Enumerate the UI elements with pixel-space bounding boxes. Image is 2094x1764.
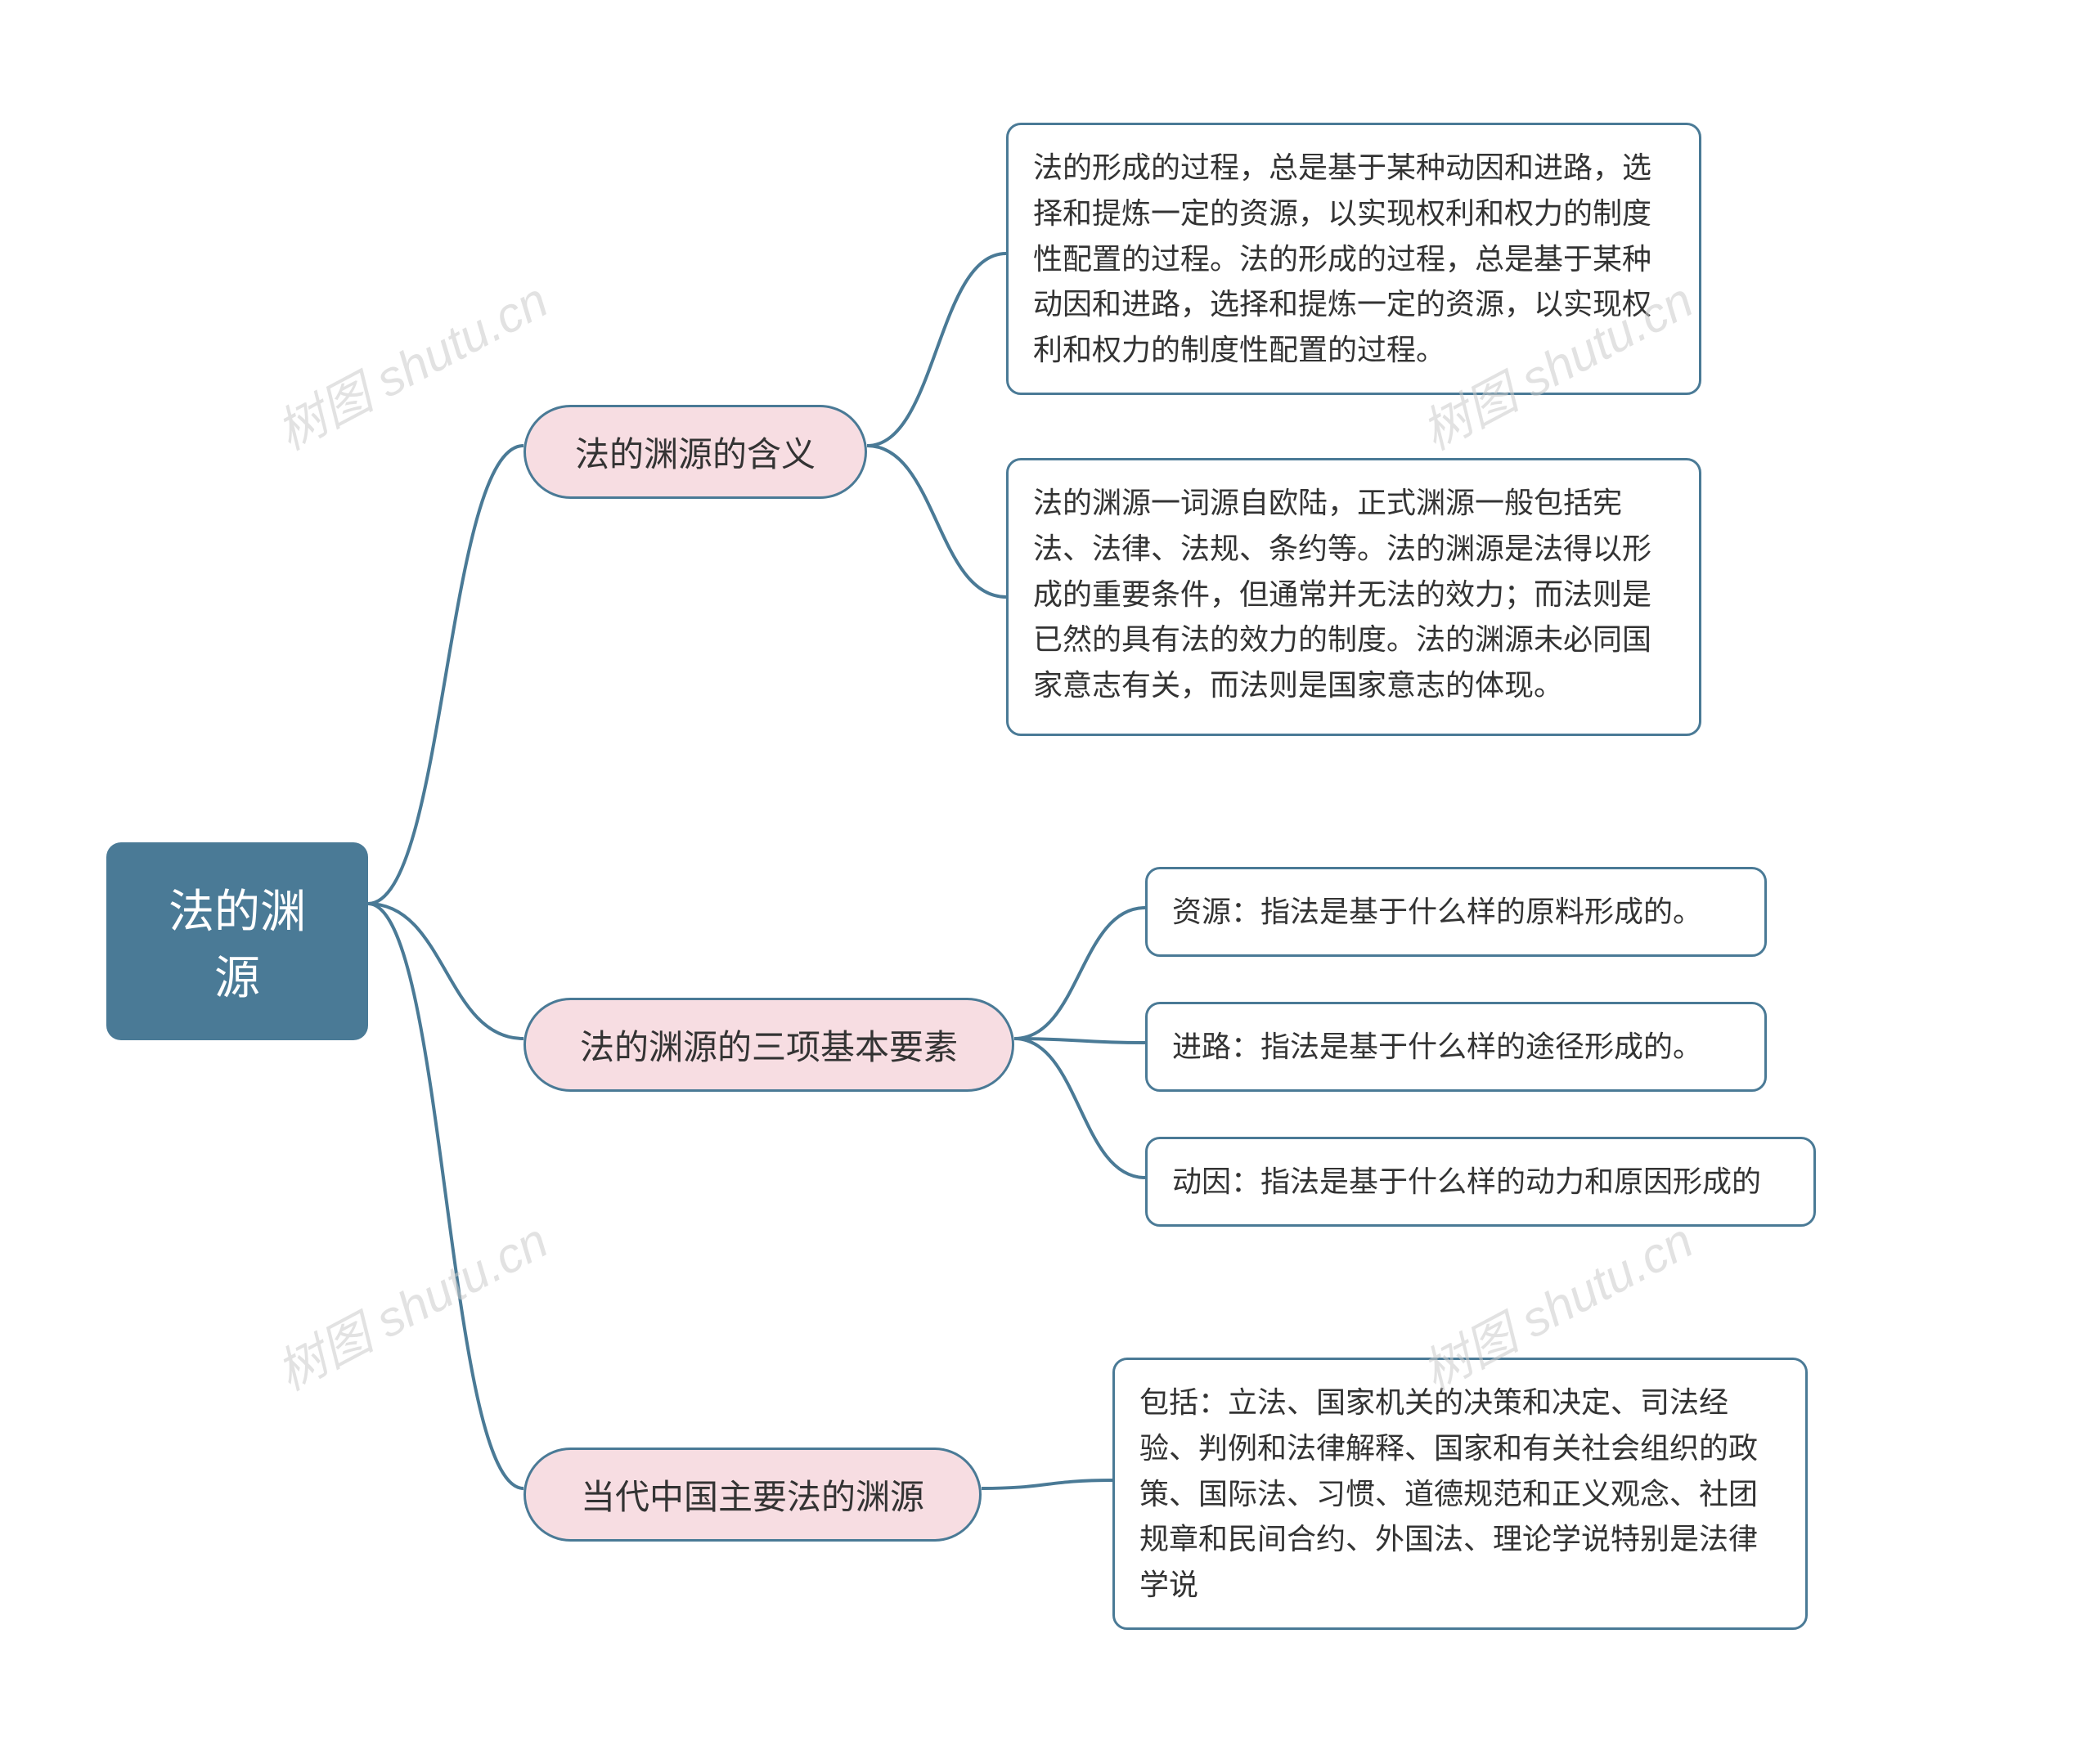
leaf-node-meaning-1: 法的形成的过程，总是基于某种动因和进路，选择和提炼一定的资源，以实现权利和权力的… (1006, 123, 1701, 395)
leaf-node-elements-3: 动因：指法是基于什么样的动力和原因形成的 (1145, 1137, 1816, 1227)
root-node: 法的渊源 (106, 842, 368, 1040)
watermark: 树图 shutu.cn (263, 262, 559, 464)
branch-node-meaning: 法的渊源的含义 (524, 405, 867, 499)
leaf-node-meaning-2: 法的渊源一词源自欧陆，正式渊源一般包括宪法、法律、法规、条约等。法的渊源是法得以… (1006, 458, 1701, 736)
watermark: 树图 shutu.cn (263, 1202, 559, 1404)
leaf-node-elements-1: 资源：指法是基于什么样的原料形成的。 (1145, 867, 1767, 957)
leaf-node-elements-2: 进路：指法是基于什么样的途径形成的。 (1145, 1002, 1767, 1092)
branch-node-china-sources: 当代中国主要法的渊源 (524, 1448, 982, 1542)
leaf-node-china-sources-1: 包括：立法、国家机关的决策和决定、司法经验、判例和法律解释、国家和有关社会组织的… (1112, 1358, 1808, 1630)
branch-node-elements: 法的渊源的三项基本要素 (524, 998, 1014, 1092)
